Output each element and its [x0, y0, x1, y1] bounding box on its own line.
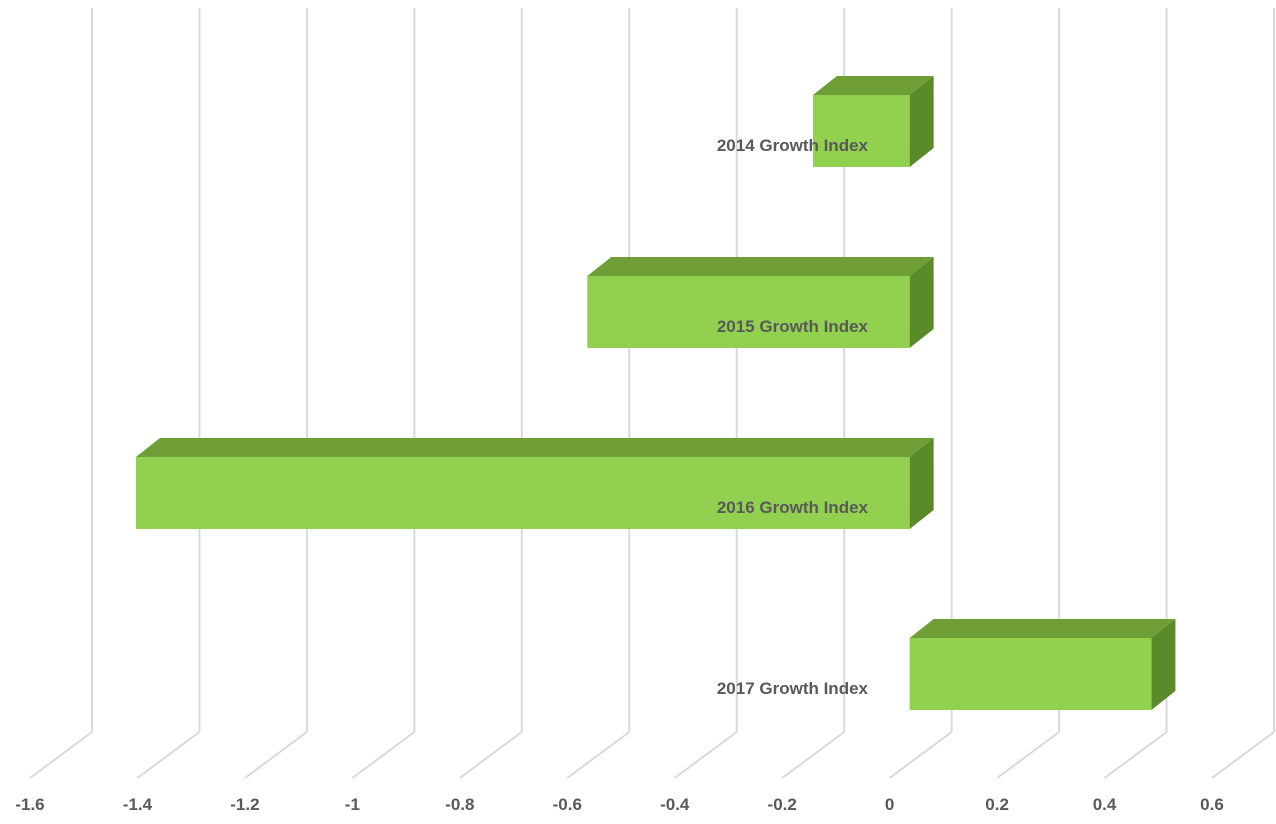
x-tick-label: -1.2	[230, 795, 259, 814]
gridline-floor	[781, 731, 845, 779]
x-tick-label: -1	[345, 795, 360, 814]
gridline-floor	[674, 731, 738, 779]
bars	[135, 76, 1176, 710]
gridline-floor	[136, 731, 201, 779]
category-labels: 2014 Growth Index 2015 Growth Index 2016 G…	[717, 136, 869, 698]
bar	[135, 438, 934, 529]
bar-top-face	[909, 619, 1176, 638]
bar-top-face	[587, 257, 934, 276]
x-tick-label: 0	[885, 795, 894, 814]
bar	[812, 76, 934, 167]
bar-front-face	[812, 95, 910, 167]
bar-top-face	[135, 438, 934, 457]
x-tick-label: 0.6	[1200, 795, 1224, 814]
x-tick-label: -0.4	[660, 795, 690, 814]
bar-front-face	[587, 276, 910, 348]
x-tick-label: -0.2	[768, 795, 797, 814]
category-label: 2016 Growth Index	[717, 498, 869, 517]
gridlines	[29, 8, 1275, 779]
bar-side-face	[909, 76, 934, 167]
bar-side-face	[909, 438, 934, 529]
gridline-floor	[996, 731, 1060, 779]
x-tick-label: 0.2	[985, 795, 1009, 814]
x-tick-label: -1.4	[123, 795, 153, 814]
gridline-floor	[459, 731, 523, 779]
gridline-floor	[351, 731, 415, 779]
bar	[587, 257, 934, 348]
category-label: 2014 Growth Index	[717, 136, 869, 155]
bar	[909, 619, 1176, 710]
bar-side-face	[1151, 619, 1176, 710]
gridline-floor	[889, 731, 953, 779]
category-label: 2015 Growth Index	[717, 317, 869, 336]
bar-top-face	[812, 76, 934, 95]
gridline-floor	[244, 731, 308, 779]
category-label: 2017 Growth Index	[717, 679, 869, 698]
gridline-floor	[1103, 731, 1168, 779]
x-tick-label: -0.6	[553, 795, 582, 814]
gridline-floor	[566, 731, 630, 779]
x-tick-label: -1.6	[15, 795, 44, 814]
bar-side-face	[909, 257, 934, 348]
x-axis: -1.6 -1.4 -1.2 -1 -0.8 -0.6 -0.4 -0.2 0 0.2 0.4 0.6	[15, 795, 1223, 814]
gridline-floor	[1211, 731, 1275, 779]
bar-front-face	[135, 457, 910, 529]
gridline-floor	[29, 731, 93, 779]
x-tick-label: -0.8	[445, 795, 474, 814]
x-tick-label: 0.4	[1093, 795, 1117, 814]
bar-front-face	[909, 638, 1152, 710]
